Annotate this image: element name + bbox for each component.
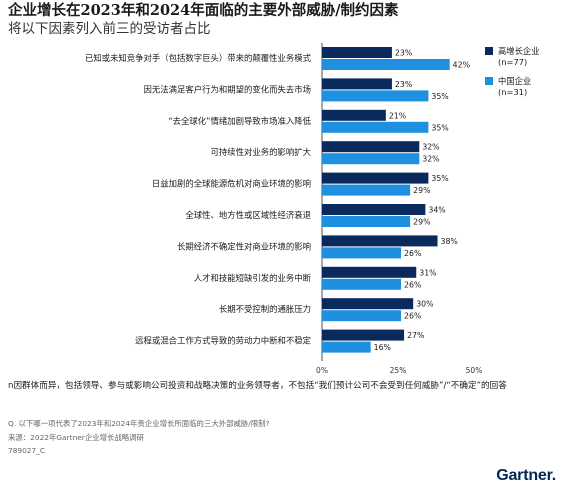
category-label: 可持续性对业务的影响扩大 [211,147,312,157]
value-label: 31% [419,268,436,277]
legend-label: 高增长企业 [498,46,540,56]
bar-high-growth [322,204,426,215]
category-label: 已知或未知竞争对手（包括数字巨头）带来的颠覆性业务模式 [85,53,312,63]
x-tick-label: 50% [466,366,483,375]
bar-high-growth [322,172,429,184]
bar-chart: 已知或未知竞争对手（包括数字巨头）带来的颠覆性业务模式 23% 42% 因无法满足客户… [85,43,540,375]
survey-question: Q. 以下哪一项代表了2023年和2024年贵企业增长所面临的三大外部威胁/限制… [8,419,270,428]
bar-high-growth [322,298,414,310]
bar-china [322,184,411,196]
value-label: 16% [374,343,391,352]
value-label: 23% [395,80,412,89]
legend-swatch [485,47,493,55]
value-label: 35% [431,174,448,183]
category-label: 长期经济不确定性对商业环境的影响 [177,241,311,251]
bar-china [322,153,420,165]
category-label: 远程或混合工作方式导致的劳动力中断和不稳定 [135,336,311,346]
bar-high-growth [322,47,392,58]
bar-high-growth [322,109,386,121]
bar-china [322,247,402,259]
bar-high-growth [322,141,420,153]
value-label: 32% [422,143,439,152]
value-label: 35% [431,92,448,101]
value-label: 26% [404,312,421,321]
value-label: 32% [422,155,439,164]
chart-subtitle: 将以下因素列入前三的受访者占比 [8,21,211,37]
value-label: 30% [416,300,433,309]
bar-china [322,216,411,227]
category-label: 长期不受控制的通胀压力 [219,304,311,314]
gartner-logo: Gartner. [496,467,556,484]
value-label: 26% [404,249,421,258]
bar-china [322,310,402,322]
category-label: 因无法满足客户行为和期望的变化而失去市场 [144,84,312,94]
bar-high-growth [322,235,438,247]
category-label: 日益加剧的全球能源危机对商业环境的影响 [152,179,311,189]
bar-high-growth [322,329,405,341]
x-tick-label: 0% [316,366,328,375]
x-tick-label: 25% [390,366,407,375]
value-label: 23% [395,49,412,58]
value-label: 29% [413,218,430,227]
value-label: 35% [431,123,448,132]
legend-sublabel: (n=77) [498,57,527,67]
bar-china [322,121,429,133]
chart-title: 企业增长在2023年和2024年面临的主要外部威胁/制约因素 [8,2,399,19]
legend-label: 中国企业 [498,76,531,86]
category-label: 全球性、地方性或区域性经济衰退 [185,210,311,220]
legend-swatch [485,77,493,85]
value-label: 34% [428,206,445,215]
figure-code: 789027_C [8,446,46,455]
legend-sublabel: (n=31) [498,87,527,97]
bar-china [322,59,450,70]
bar-china [322,341,371,353]
bar-china [322,90,429,102]
value-label: 42% [453,61,470,70]
value-label: 27% [407,331,424,340]
source-note: 来源：2022年Gartner企业增长战略调研 [8,433,144,442]
value-label: 38% [441,237,458,246]
category-label: “去全球化”情绪加剧导致市场准入降低 [168,116,311,126]
value-label: 29% [413,186,430,195]
value-label: 26% [404,280,421,289]
value-label: 21% [389,111,406,120]
footnote: n因群体而异，包括领导、参与或影响公司投资和战略决策的业务领导者，不包括“我们预… [8,381,507,391]
category-label: 人才和技能短缺引发的业务中断 [194,273,312,283]
bar-china [322,278,402,290]
bar-high-growth [322,266,417,278]
bar-high-growth [322,78,392,90]
